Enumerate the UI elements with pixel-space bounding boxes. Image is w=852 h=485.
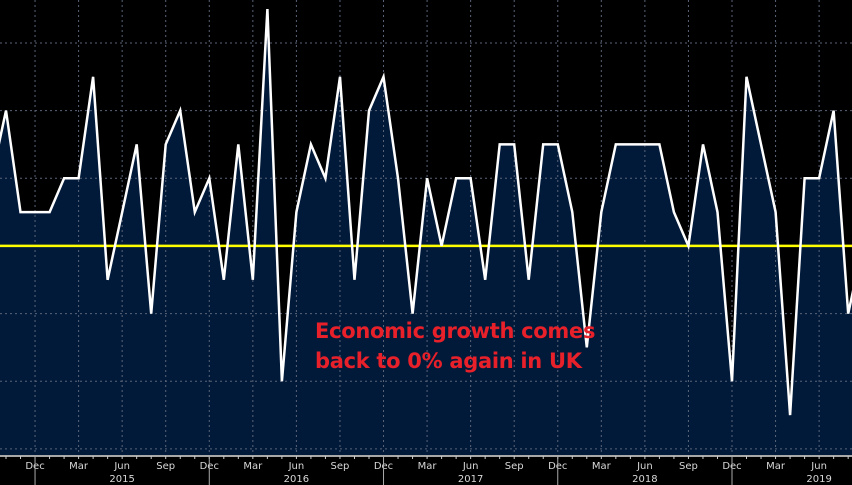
x-tick-label: Sep [679,461,698,472]
x-tick-label: Mar [243,461,263,472]
x-tick-label: Sep [156,461,175,472]
x-tick-label: Jun [636,461,653,472]
x-tick-label: Mar [418,461,438,472]
x-tick-label: Jun [810,461,827,472]
annotation-line-2: back to 0% again in UK [315,349,582,373]
series-line [0,9,852,416]
year-label: 2019 [806,474,831,485]
x-tick-label: Jun [113,461,130,472]
year-label: 2017 [458,474,483,485]
area-fill [0,9,852,455]
year-label: 2016 [284,474,309,485]
x-tick-label: Mar [766,461,786,472]
x-tick-label: Sep [505,461,524,472]
annotation: Economic growth comes back to 0% again i… [315,316,595,376]
x-tick-label: Jun [288,461,305,472]
year-label: 2018 [632,474,657,485]
x-tick-label: Mar [69,461,89,472]
x-tick-label: Sep [331,461,350,472]
x-tick-label: Mar [592,461,612,472]
annotation-line-1: Economic growth comes [315,319,596,343]
year-label: 2015 [109,474,134,485]
x-tick-label: Jun [462,461,479,472]
